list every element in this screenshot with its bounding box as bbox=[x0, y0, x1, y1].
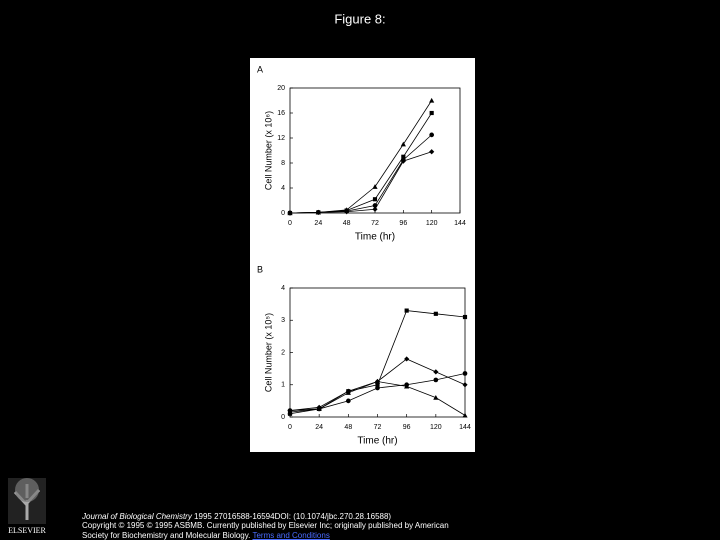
series-line bbox=[289, 151, 432, 214]
elsevier-logo bbox=[8, 478, 46, 524]
y-tick-label: 4 bbox=[281, 185, 285, 192]
data-point bbox=[462, 371, 468, 376]
copyright: Copyright © 1995 © 1995 ASBMB. Currently… bbox=[82, 521, 449, 530]
society: Society for Biochemistry and Molecular B… bbox=[82, 531, 253, 540]
data-point bbox=[316, 406, 322, 412]
y-tick-label: 20 bbox=[277, 85, 285, 92]
y-axis-label: Cell Number (x 10⁶) bbox=[263, 111, 273, 190]
data-point bbox=[433, 311, 438, 316]
data-point bbox=[429, 110, 434, 116]
y-tick-label: 16 bbox=[277, 110, 285, 117]
data-point bbox=[287, 210, 293, 216]
data-point bbox=[287, 408, 293, 413]
data-point bbox=[462, 314, 468, 320]
y-tick-label: 1 bbox=[281, 382, 285, 389]
y-tick-label: 4 bbox=[281, 285, 285, 292]
data-point bbox=[462, 382, 468, 388]
data-point bbox=[429, 97, 435, 103]
citation-line: Journal of Biological Chemistry 1995 270… bbox=[82, 512, 391, 521]
data-point bbox=[315, 209, 321, 215]
x-axis-label: Time (hr) bbox=[355, 232, 395, 243]
logo-text: ELSEVIER bbox=[8, 526, 46, 535]
x-tick-label: 48 bbox=[344, 424, 352, 431]
y-tick-label: 12 bbox=[277, 135, 285, 142]
terms-link[interactable]: Terms and Conditions bbox=[252, 531, 330, 540]
x-tick-label: 0 bbox=[288, 220, 292, 227]
data-point bbox=[433, 395, 439, 400]
data-point bbox=[429, 132, 435, 138]
y-axis-label: Cell Number (x 10⁵) bbox=[263, 313, 273, 392]
x-tick-label: 96 bbox=[403, 424, 411, 431]
data-point bbox=[462, 412, 468, 418]
data-point bbox=[345, 390, 351, 395]
data-point bbox=[400, 141, 406, 147]
x-tick-label: 72 bbox=[374, 424, 382, 431]
panel-label: B bbox=[257, 264, 263, 274]
slide-title: Figure 8: bbox=[334, 11, 385, 26]
x-tick-label: 72 bbox=[371, 220, 379, 227]
figure-panel bbox=[250, 58, 475, 452]
data-point bbox=[433, 377, 439, 383]
x-tick-label: 120 bbox=[426, 220, 438, 227]
data-point bbox=[433, 369, 439, 375]
x-axis-label: Time (hr) bbox=[357, 436, 397, 447]
journal: Journal of Biological Chemistry bbox=[82, 512, 192, 521]
data-point bbox=[345, 398, 351, 404]
x-tick-label: 24 bbox=[314, 220, 322, 227]
data-point bbox=[375, 385, 380, 391]
data-point bbox=[374, 378, 381, 384]
x-tick-label: 120 bbox=[430, 424, 442, 431]
x-tick-label: 24 bbox=[315, 424, 323, 431]
x-tick-label: 144 bbox=[454, 220, 466, 227]
reference: 1995 27016588-16594DOI: (10.1074/jbc.270… bbox=[191, 512, 392, 521]
society-line: Society for Biochemistry and Molecular B… bbox=[82, 531, 330, 540]
panel-label: A bbox=[257, 64, 263, 74]
y-tick-label: 0 bbox=[281, 414, 285, 421]
data-point bbox=[344, 209, 350, 215]
y-tick-label: 8 bbox=[281, 160, 285, 167]
data-point bbox=[404, 382, 410, 388]
x-tick-label: 48 bbox=[343, 220, 351, 227]
x-tick-label: 0 bbox=[288, 424, 292, 431]
x-tick-label: 144 bbox=[459, 424, 471, 431]
y-tick-label: 2 bbox=[281, 349, 285, 356]
y-tick-label: 0 bbox=[281, 210, 285, 217]
data-point bbox=[372, 197, 378, 202]
y-tick-label: 3 bbox=[281, 317, 285, 324]
data-point bbox=[404, 356, 410, 362]
data-point bbox=[372, 184, 378, 189]
data-point bbox=[400, 158, 406, 164]
data-point bbox=[429, 149, 435, 155]
data-point bbox=[375, 382, 380, 387]
data-point bbox=[404, 308, 409, 313]
data-point bbox=[372, 206, 378, 212]
x-tick-label: 96 bbox=[399, 220, 407, 227]
